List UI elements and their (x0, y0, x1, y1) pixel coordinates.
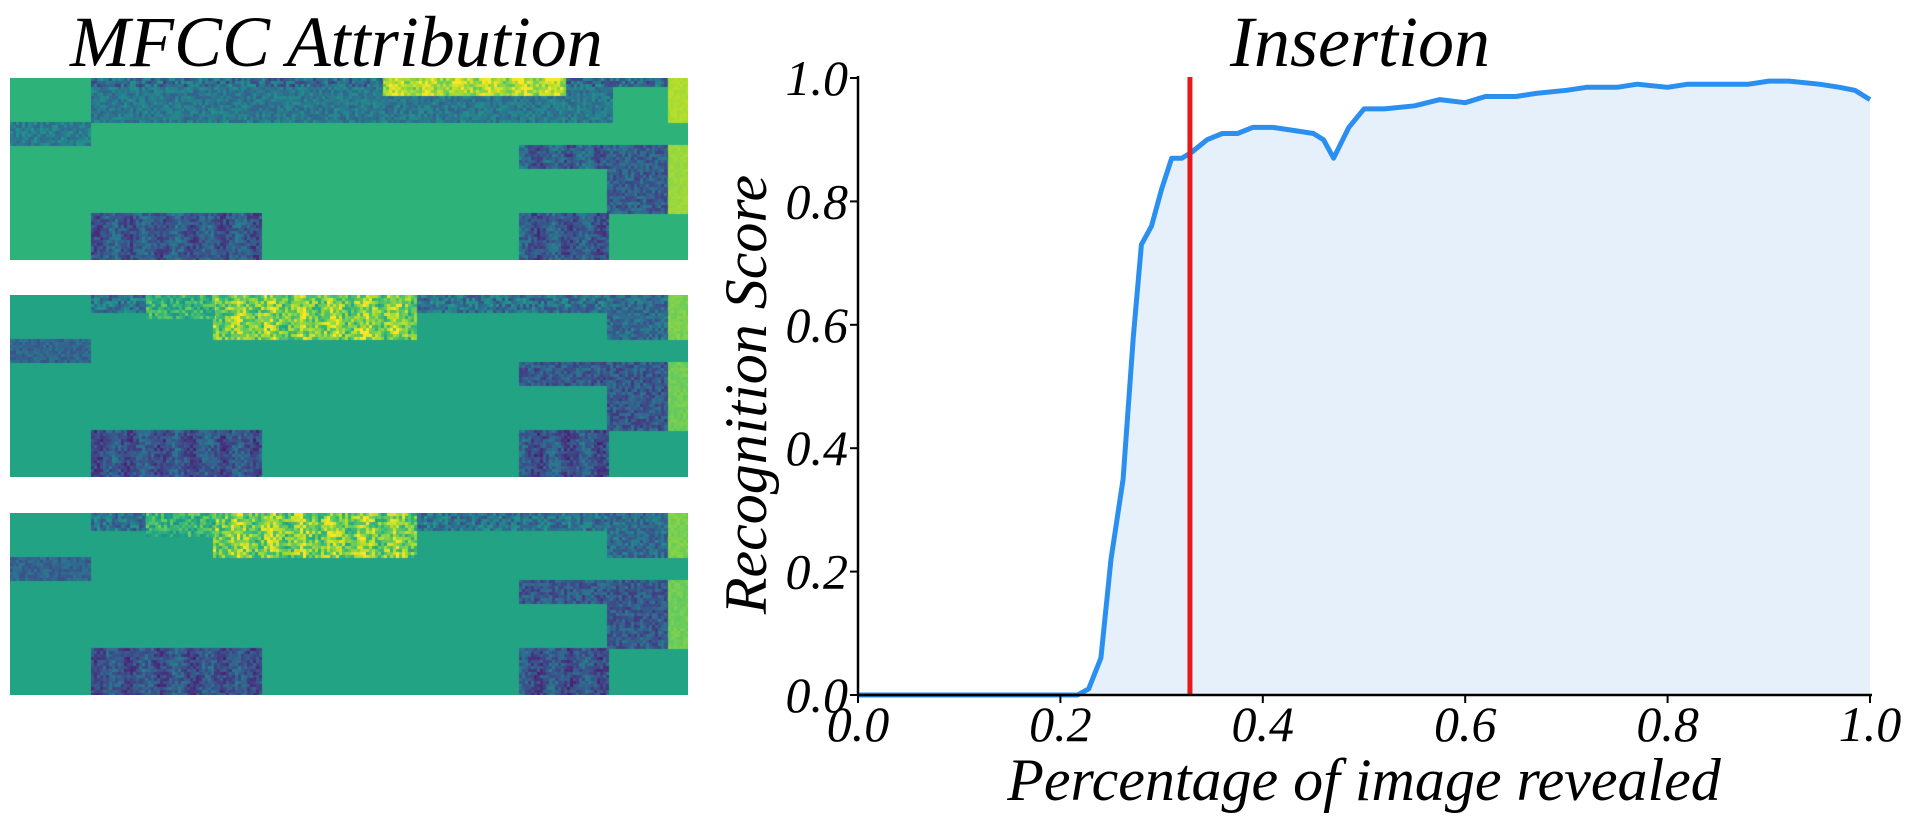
y-tick-label: 0.8 (786, 173, 849, 229)
series-area-fill (858, 81, 1870, 695)
x-tick-label: 0.8 (1636, 696, 1699, 752)
x-tick-label: 1.0 (1839, 696, 1902, 752)
y-axis-label: Recognition Score (713, 175, 779, 615)
x-tick-label: 0.2 (1029, 696, 1092, 752)
y-tick-label: 0.6 (786, 297, 849, 353)
x-axis-label: Percentage of image revealed (1006, 747, 1722, 813)
x-tick-label: 0.6 (1434, 696, 1497, 752)
plot-area (858, 77, 1870, 695)
y-tick-label: 0.2 (786, 544, 849, 600)
y-tick-label: 0.0 (786, 667, 849, 723)
y-tick-label: 0.4 (786, 420, 849, 476)
y-tick-label: 1.0 (786, 50, 849, 106)
x-tick-label: 0.4 (1232, 696, 1295, 752)
